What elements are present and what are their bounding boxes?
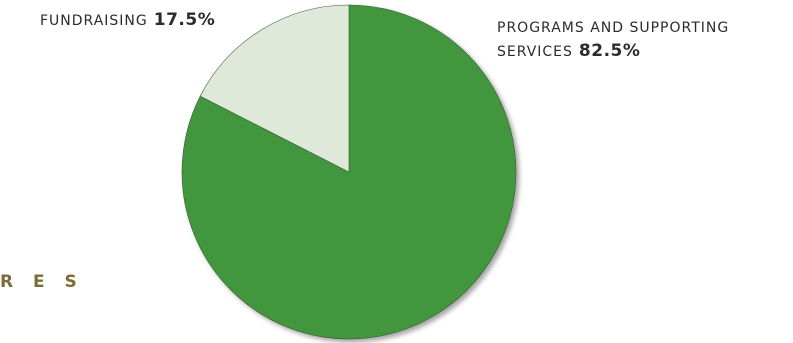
programs-percent: 82.5% xyxy=(578,41,641,61)
programs-label: PROGRAMS AND SUPPORTING SERVICES 82.5% xyxy=(497,17,729,64)
fundraising-label: FUNDRAISING 17.5% xyxy=(40,9,215,33)
fundraising-percent: 17.5% xyxy=(153,10,216,30)
programs-label-line-1: PROGRAMS AND SUPPORTING xyxy=(497,20,730,36)
programs-label-line-2: SERVICES xyxy=(497,44,573,60)
fundraising-label-text: FUNDRAISING xyxy=(40,13,148,29)
section-heading-fragment: R E S xyxy=(0,272,84,292)
pie-slice-fundraising xyxy=(199,4,350,173)
